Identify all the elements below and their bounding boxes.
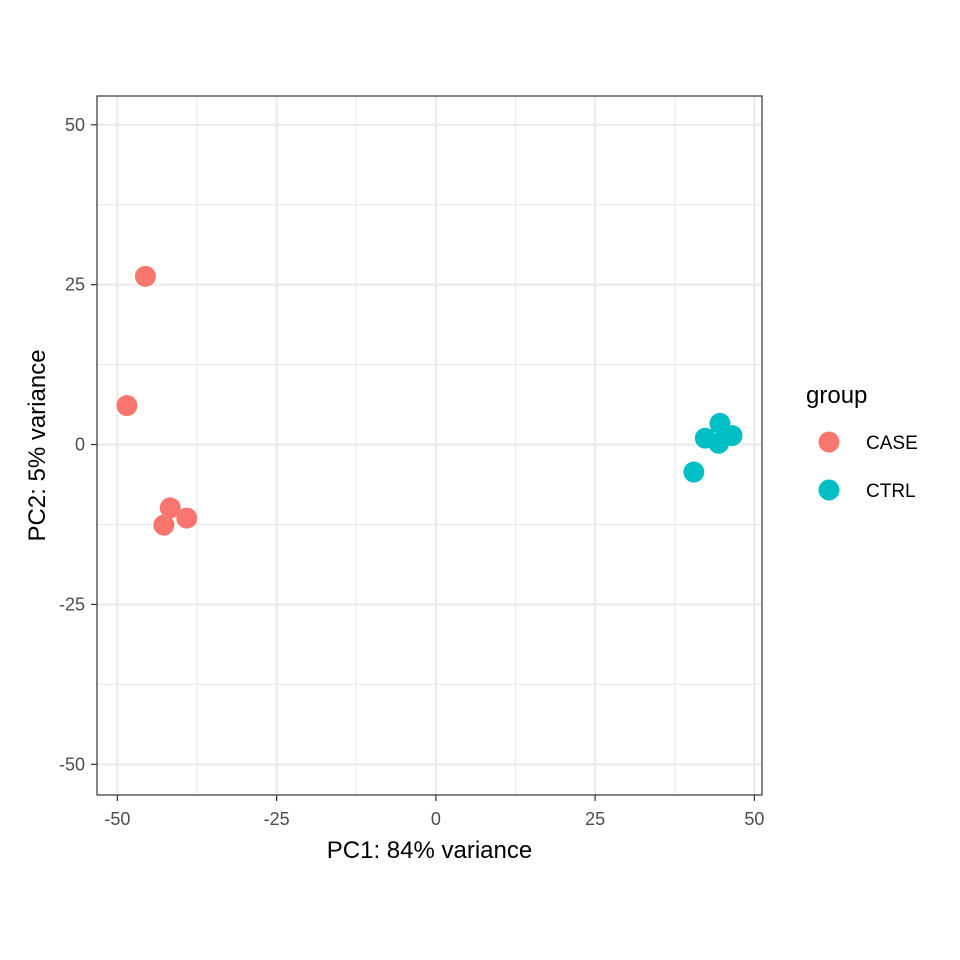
y-axis-title: PC2: 5% variance: [24, 349, 51, 541]
legend-entries: CASE CTRL: [818, 431, 918, 502]
legend-key-case: [818, 431, 840, 453]
data-point-case: [153, 514, 175, 536]
legend: group CASE CTRL: [806, 382, 918, 502]
x-axis-ticks: -50 -25 0 25 50: [104, 795, 764, 829]
data-point-case: [134, 265, 156, 287]
data-point-ctrl: [683, 461, 705, 483]
legend-label-case: CASE: [866, 433, 918, 454]
x-tick-label: -25: [264, 809, 290, 829]
x-tick-label: -50: [104, 809, 130, 829]
y-axis-ticks: -50 -25 0 25 50: [59, 115, 97, 774]
data-points: [116, 265, 743, 536]
data-point-ctrl: [708, 432, 730, 454]
data-point-case: [159, 497, 181, 519]
y-tick-label: 0: [75, 435, 85, 455]
y-tick-label: 25: [65, 275, 85, 295]
x-axis-title: PC1: 84% variance: [327, 837, 532, 864]
legend-title: group: [806, 382, 867, 409]
y-tick-label: -25: [59, 594, 85, 614]
legend-key-ctrl: [818, 479, 840, 501]
panel-border: [96, 95, 763, 796]
y-tick-label: 50: [65, 115, 85, 135]
major-gridlines: [97, 96, 762, 795]
data-point-case: [116, 395, 138, 417]
y-tick-label: -50: [59, 754, 85, 774]
data-point-case: [176, 507, 198, 529]
x-tick-label: 25: [585, 809, 605, 829]
x-tick-label: 0: [431, 809, 441, 829]
legend-label-ctrl: CTRL: [866, 481, 916, 502]
x-tick-label: 50: [744, 809, 764, 829]
